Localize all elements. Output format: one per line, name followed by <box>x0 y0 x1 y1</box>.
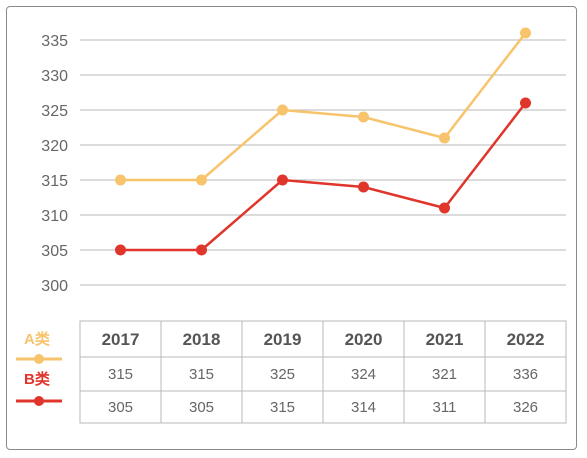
legend-label: B类 <box>24 370 51 388</box>
x-tick-label: 2022 <box>507 330 545 349</box>
series-line <box>120 32 527 182</box>
y-tick-label: 310 <box>41 208 68 225</box>
table-cell-value: 325 <box>270 366 295 383</box>
table-cell-value: 305 <box>108 399 133 416</box>
data-point <box>115 244 126 256</box>
y-tick-label: 325 <box>41 103 68 120</box>
y-tick-label: 300 <box>41 278 68 295</box>
data-point <box>439 202 450 214</box>
table-cell-value: 314 <box>351 399 376 416</box>
data-point <box>358 111 369 123</box>
table-cell-value: 336 <box>513 366 538 383</box>
y-tick-label: 335 <box>41 33 68 50</box>
table-cell-value: 315 <box>108 366 133 383</box>
x-tick-label: 2018 <box>183 330 221 349</box>
data-point <box>277 104 288 116</box>
table-cell-value: 315 <box>189 366 214 383</box>
x-tick-label: 2019 <box>264 330 302 349</box>
data-point <box>439 132 450 144</box>
table-cell-value: 311 <box>433 399 457 416</box>
legend-label: A类 <box>24 330 51 348</box>
table-cell-value: 315 <box>270 399 295 416</box>
data-point <box>277 174 288 186</box>
legend-marker <box>34 354 44 364</box>
x-tick-label: 2021 <box>426 330 464 349</box>
data-point <box>520 97 531 109</box>
table-cell-value: 321 <box>432 366 457 383</box>
data-point <box>196 244 207 256</box>
table-cell-value: 324 <box>351 366 376 383</box>
y-tick-label: 330 <box>41 68 68 85</box>
x-tick-label: 2020 <box>345 330 383 349</box>
data-point <box>520 27 531 39</box>
y-tick-label: 305 <box>41 243 68 260</box>
table-cell-value: 326 <box>513 399 538 416</box>
x-tick-label: 2017 <box>102 330 140 349</box>
table-cell-value: 305 <box>189 399 214 416</box>
y-tick-label: 320 <box>41 138 68 155</box>
data-point <box>358 181 369 193</box>
y-tick-label: 315 <box>41 173 68 190</box>
chart-frame <box>6 6 577 450</box>
series-line <box>120 102 527 252</box>
data-point <box>196 174 207 186</box>
data-point <box>115 174 126 186</box>
legend-marker <box>34 396 44 406</box>
